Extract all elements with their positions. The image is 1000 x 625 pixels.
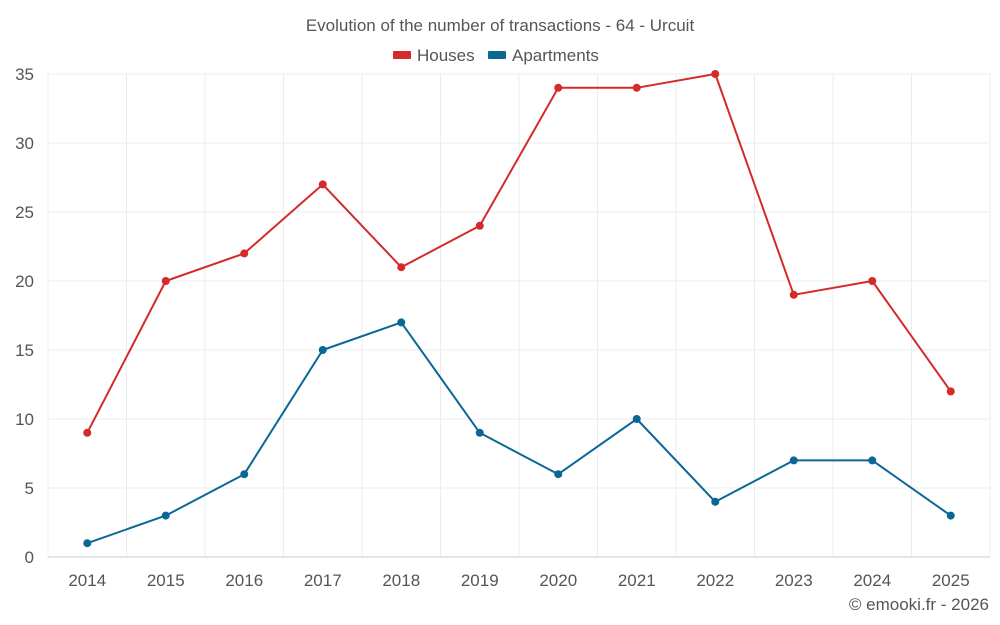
data-point-apartments[interactable] (946, 511, 955, 520)
data-point-houses[interactable] (711, 70, 720, 78)
data-point-apartments[interactable] (711, 497, 720, 506)
y-axis: 0 5 10 15 20 25 30 35 (15, 65, 34, 567)
data-point-apartments[interactable] (632, 415, 641, 423)
data-point-houses[interactable] (83, 428, 92, 437)
x-tick-label: 2018 (382, 571, 420, 590)
data-point-apartments[interactable] (83, 539, 92, 548)
grid-lines (47, 73, 991, 558)
y-tick-label: 0 (25, 548, 34, 567)
legend: Houses Apartments (393, 46, 599, 65)
x-tick-label: 2015 (147, 571, 185, 590)
y-tick-label: 35 (15, 65, 34, 84)
y-tick-label: 10 (15, 410, 34, 429)
data-point-houses[interactable] (240, 249, 249, 258)
data-point-apartments[interactable] (397, 318, 406, 327)
data-point-apartments[interactable] (868, 456, 877, 465)
data-point-apartments[interactable] (161, 511, 170, 520)
credit-text: © emooki.fr - 2026 (849, 595, 989, 614)
chart-title: Evolution of the number of transactions … (306, 16, 695, 35)
y-tick-label: 25 (15, 203, 34, 222)
legend-label-houses[interactable]: Houses (417, 46, 475, 65)
legend-swatch-apartments[interactable] (488, 51, 506, 59)
data-point-houses[interactable] (161, 277, 170, 285)
data-point-houses[interactable] (632, 83, 641, 92)
x-tick-label: 2023 (775, 571, 813, 590)
x-tick-label: 2021 (618, 571, 656, 590)
x-tick-label: 2016 (225, 571, 263, 590)
x-tick-label: 2025 (932, 571, 970, 590)
data-point-houses[interactable] (868, 277, 877, 285)
data-point-apartments[interactable] (475, 428, 484, 437)
data-point-apartments[interactable] (789, 456, 798, 465)
y-tick-label: 5 (25, 479, 34, 498)
data-point-apartments[interactable] (554, 470, 563, 479)
series-line-apartments (86, 321, 952, 545)
data-point-apartments[interactable] (240, 470, 249, 479)
y-tick-label: 15 (15, 341, 34, 360)
data-point-apartments[interactable] (318, 346, 327, 354)
x-tick-label: 2019 (461, 571, 499, 590)
x-tick-label: 2022 (696, 571, 734, 590)
data-point-houses[interactable] (946, 387, 955, 396)
legend-label-apartments[interactable]: Apartments (512, 46, 599, 65)
series-layer (83, 70, 955, 548)
x-axis: 2014 2015 2016 2017 2018 2019 2020 2021 2022 2023… (68, 571, 969, 590)
legend-swatch-houses[interactable] (393, 51, 411, 59)
x-tick-label: 2024 (853, 571, 891, 590)
data-point-houses[interactable] (475, 221, 484, 230)
x-tick-label: 2020 (539, 571, 577, 590)
data-point-houses[interactable] (318, 180, 327, 189)
data-point-houses[interactable] (554, 83, 563, 92)
series-line-houses (86, 73, 952, 434)
data-point-houses[interactable] (789, 290, 798, 299)
data-point-houses[interactable] (397, 263, 406, 272)
y-tick-label: 20 (15, 272, 34, 291)
y-tick-label: 30 (15, 134, 34, 153)
x-tick-label: 2014 (68, 571, 106, 590)
x-tick-label: 2017 (304, 571, 342, 590)
